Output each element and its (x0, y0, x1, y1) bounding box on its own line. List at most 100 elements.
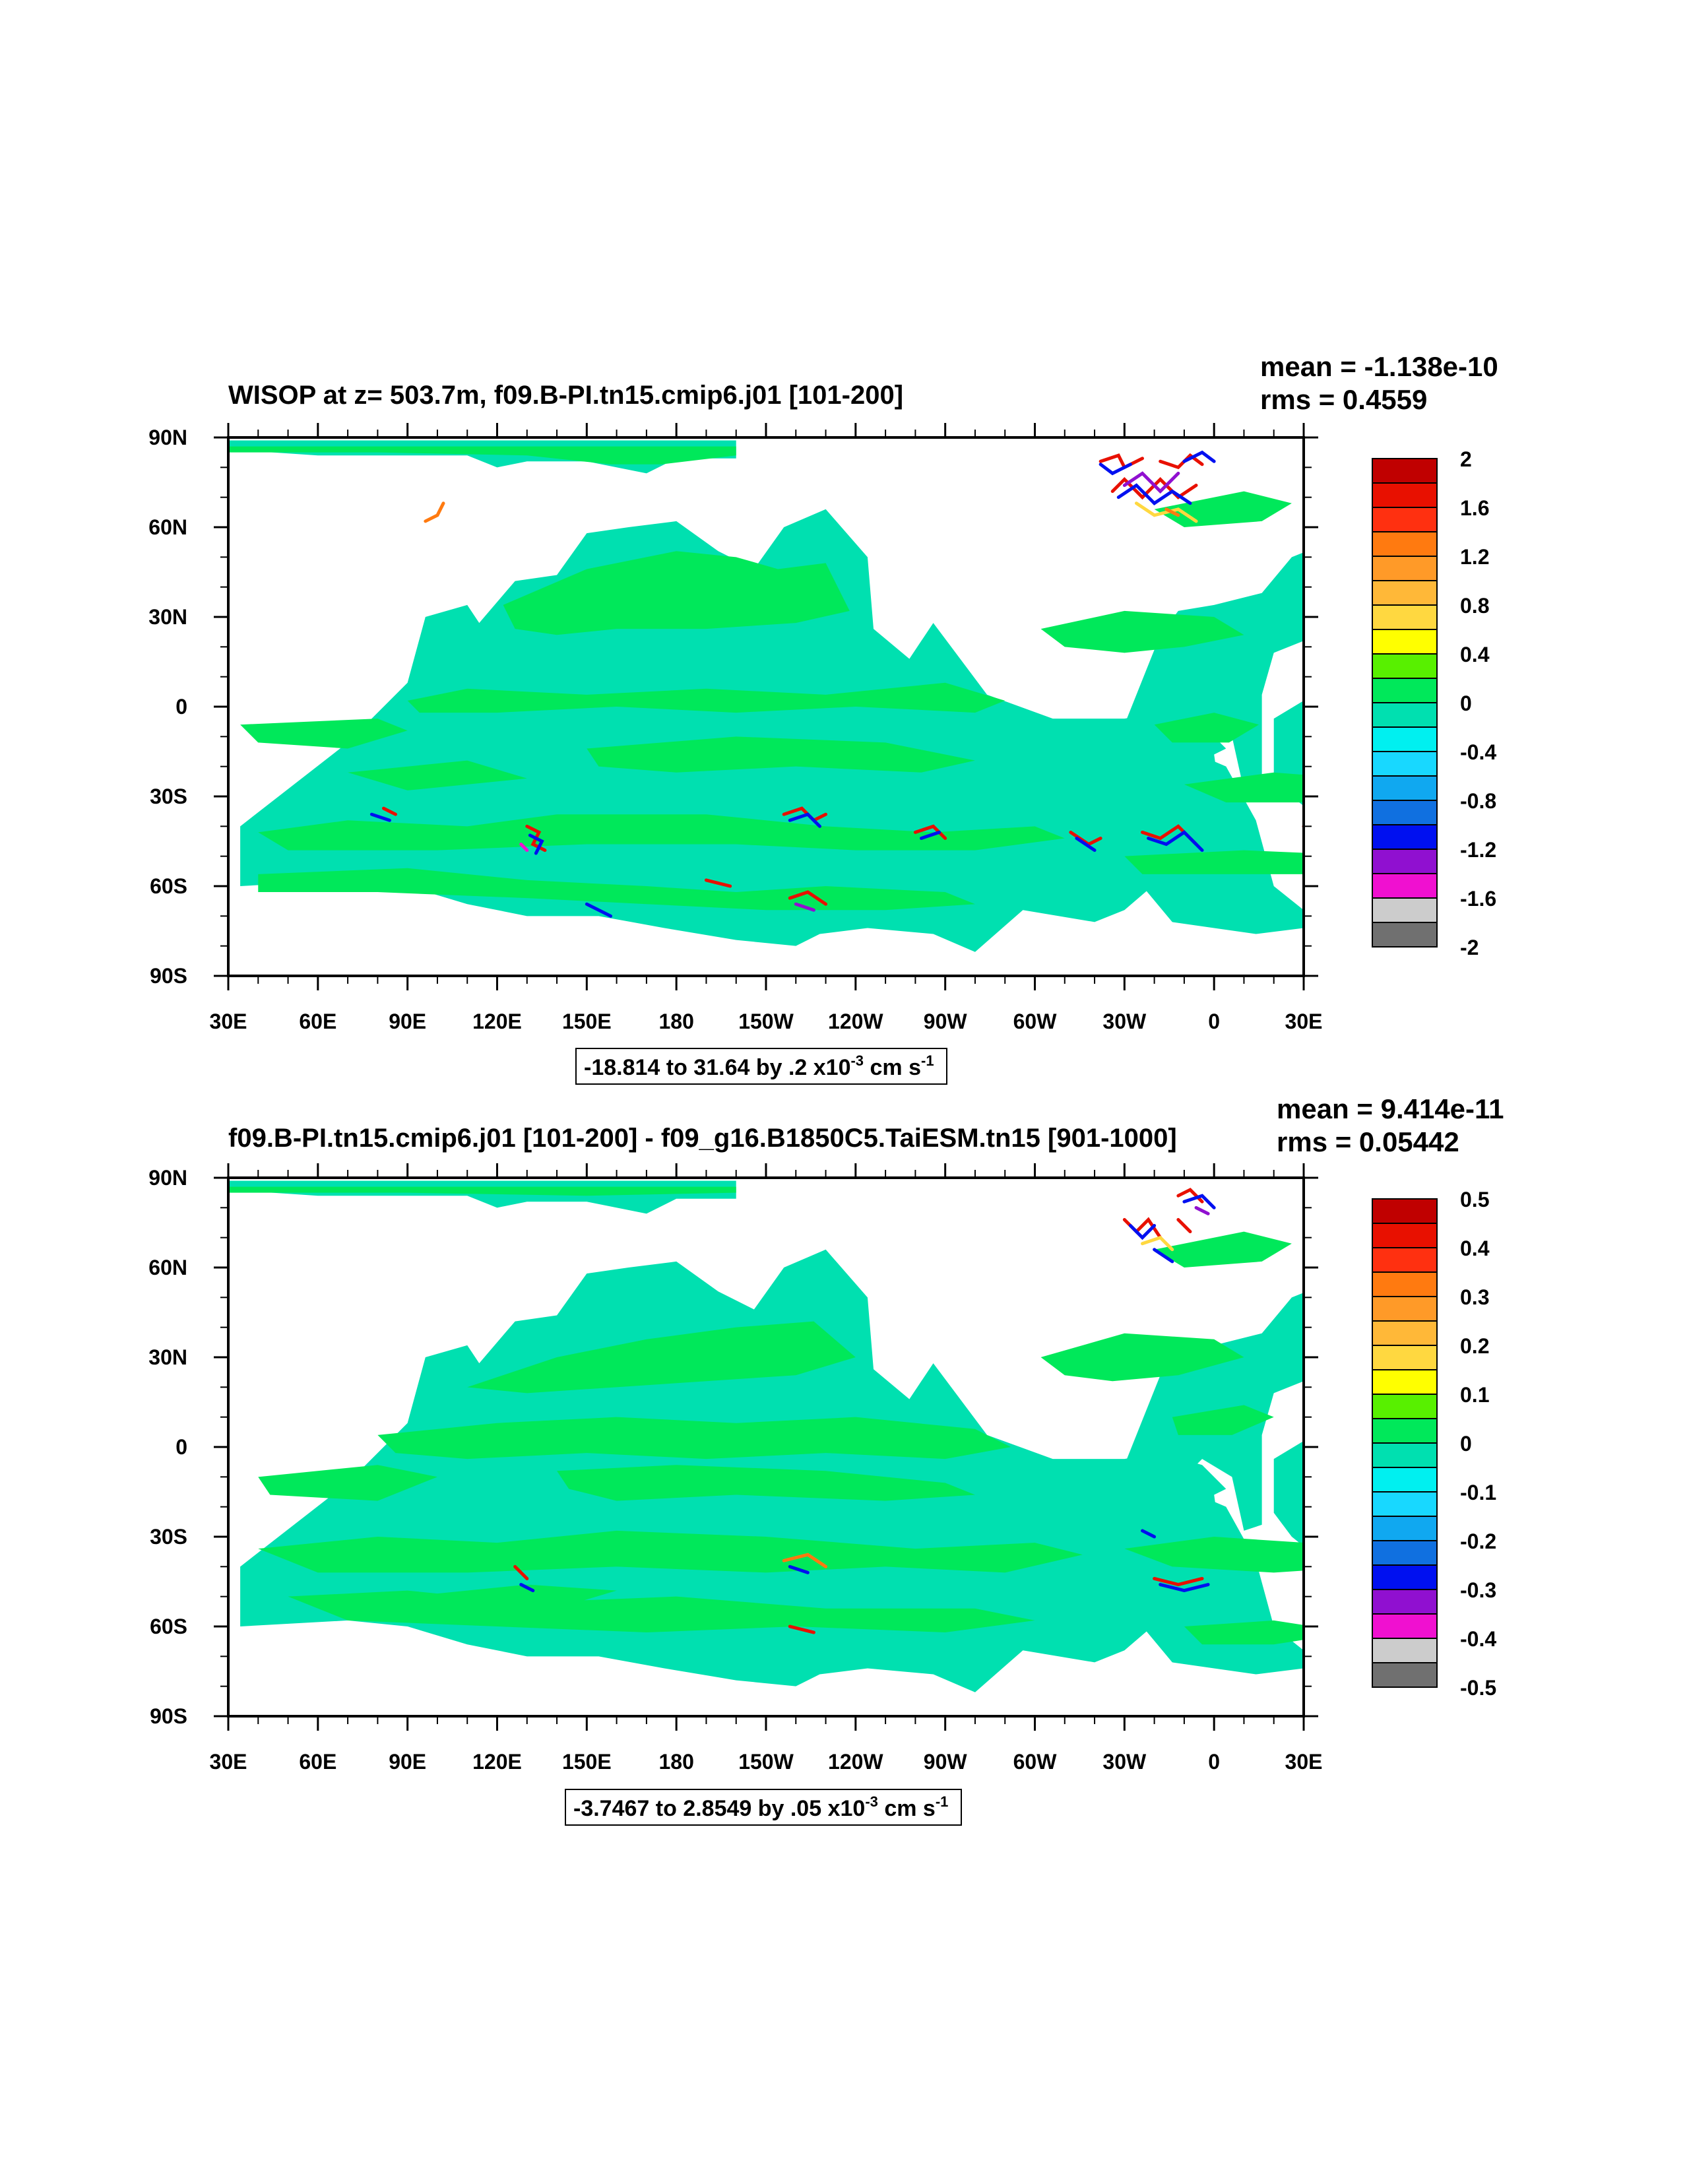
colorbar-label: -2 (1460, 936, 1479, 959)
colorbar-label: -0.2 (1460, 1529, 1496, 1553)
colorbar-box (1372, 1491, 1438, 1517)
y-tick-label: 60N (148, 515, 187, 539)
colorbar-box (1372, 1662, 1438, 1688)
colorbar-label: 2 (1460, 447, 1472, 471)
y-tick-label: 90N (148, 426, 187, 449)
x-tick-label: 0 (1208, 1010, 1220, 1033)
colorbar-label: 0.4 (1460, 1237, 1490, 1260)
y-tick-label: 90S (150, 964, 187, 988)
x-tick-label: 150E (562, 1750, 612, 1774)
y-tick-label: 30S (150, 785, 187, 808)
colorbar-box (1372, 1369, 1438, 1395)
panel-2-hotspots (513, 1188, 1216, 1634)
x-tick-label: 30E (210, 1750, 247, 1774)
colorbar-box (1372, 1589, 1438, 1615)
colorbar-box (1372, 897, 1438, 923)
colorbar-box (1372, 1394, 1438, 1419)
x-tick-label: 90E (389, 1010, 426, 1033)
x-tick-label: 180 (658, 1010, 693, 1033)
panel-2-colorbar: 0.5 0.4 0.3 0.2 0.1 0 -0.1 -0.2 -0.3 -0.4 -0.5 (1372, 1188, 1496, 1700)
panel-1-mean: mean = -1.138e-10 (1260, 351, 1498, 382)
x-tick-label: 30W (1102, 1010, 1147, 1033)
panel-1-green-bands (228, 446, 1304, 911)
colorbar-label: 0 (1460, 691, 1472, 715)
x-tick-label: 60W (1013, 1010, 1058, 1033)
colorbar-label: -0.5 (1460, 1676, 1496, 1700)
panel-2-rms: rms = 0.05442 (1277, 1126, 1459, 1157)
colorbar-label: -0.3 (1460, 1578, 1496, 1602)
x-tick-label: 60W (1013, 1750, 1058, 1774)
colorbar-box (1372, 775, 1438, 801)
colorbar-box (1372, 849, 1438, 874)
x-tick-label: 120E (472, 1750, 522, 1774)
x-tick-label: 60E (299, 1010, 336, 1033)
x-tick-label: 150W (738, 1010, 794, 1033)
colorbar-box (1372, 1320, 1438, 1346)
colorbar-box (1372, 726, 1438, 752)
panel-2-title: f09.B-PI.tn15.cmip6.j01 [101-200] - f09_… (228, 1124, 1177, 1153)
colorbar-box (1372, 1247, 1438, 1273)
colorbar-box (1372, 1638, 1438, 1663)
panel-2-subtitle-box: -3.7467 to 2.8549 by .05 x10-3 cm s-1 (565, 1789, 962, 1826)
y-tick-label: 60S (150, 1615, 187, 1638)
colorbar-label: 0.8 (1460, 594, 1489, 618)
x-tick-label: 0 (1208, 1750, 1220, 1774)
colorbar-box (1372, 458, 1438, 484)
y-tick-label: 90S (150, 1704, 187, 1728)
colorbar-box (1372, 751, 1438, 777)
colorbar-box (1372, 653, 1438, 679)
panel-1-subtitle-box: -18.814 to 31.64 by .2 x10-3 cm s-1 (575, 1048, 947, 1085)
colorbar-box (1372, 800, 1438, 825)
x-tick-label: 30W (1102, 1750, 1147, 1774)
panel-2-ticks: 30E 60E 90E 120E 150E 180 150W 120W 90W 60W 30W 0 30… (148, 1163, 1322, 1774)
x-tick-label: 90W (924, 1750, 968, 1774)
colorbar-label: -0.8 (1460, 789, 1496, 813)
panel-1-rms: rms = 0.4559 (1260, 384, 1427, 415)
x-tick-label: 30E (1285, 1750, 1323, 1774)
panel-2-green-bands (228, 1186, 1304, 1645)
colorbar-box (1372, 1467, 1438, 1493)
x-tick-label: 150E (562, 1010, 612, 1033)
x-tick-label: 150W (738, 1750, 794, 1774)
colorbar-box (1372, 1198, 1438, 1224)
colorbar-box (1372, 556, 1438, 581)
colorbar-box (1372, 1613, 1438, 1639)
y-tick-label: 60N (148, 1256, 187, 1279)
x-tick-label: 90W (924, 1010, 968, 1033)
panel-2-mean: mean = 9.414e-11 (1277, 1093, 1504, 1124)
colorbar-label: -0.1 (1460, 1481, 1496, 1504)
y-tick-label: 30N (148, 1345, 187, 1369)
panel-2-map (228, 1178, 1304, 1716)
colorbar-box (1372, 507, 1438, 532)
colorbar-box (1372, 1345, 1438, 1370)
colorbar-box (1372, 1418, 1438, 1444)
colorbar-box (1372, 1516, 1438, 1541)
colorbar-box (1372, 922, 1438, 947)
y-tick-label: 30N (148, 605, 187, 629)
x-tick-label: 120W (828, 1750, 883, 1774)
y-tick-label: 30S (150, 1525, 187, 1549)
x-tick-label: 120W (828, 1010, 883, 1033)
y-tick-label: 90N (148, 1166, 187, 1190)
colorbar-box (1372, 1442, 1438, 1468)
colorbar-label: 0 (1460, 1432, 1472, 1456)
colorbar-label: -1.2 (1460, 838, 1496, 862)
x-tick-label: 30E (1285, 1010, 1323, 1033)
panel-2: f09.B-PI.tn15.cmip6.j01 [101-200] - f09_… (148, 1093, 1504, 1826)
colorbar-box (1372, 1296, 1438, 1322)
panel-1-subtitle: -18.814 to 31.64 by .2 x10-3 cm s-1 (584, 1052, 934, 1080)
colorbar-box (1372, 1271, 1438, 1297)
colorbar-box (1372, 1564, 1438, 1590)
x-tick-label: 60E (299, 1750, 336, 1774)
y-tick-label: 0 (175, 695, 187, 719)
colorbar-box (1372, 702, 1438, 728)
colorbar-label: -0.4 (1460, 740, 1496, 764)
panel-1-map (228, 437, 1304, 976)
x-tick-label: 120E (472, 1010, 522, 1033)
colorbar-label: 0.3 (1460, 1285, 1489, 1309)
colorbar-label: 0.5 (1460, 1188, 1489, 1211)
colorbar-box (1372, 1223, 1438, 1248)
panel-1-hotspots (369, 450, 1304, 918)
panel-1-ticks: 30E 60E 90E 120E 150E 180 150W 120W 90W 60W 30W 0 30… (148, 423, 1322, 1033)
